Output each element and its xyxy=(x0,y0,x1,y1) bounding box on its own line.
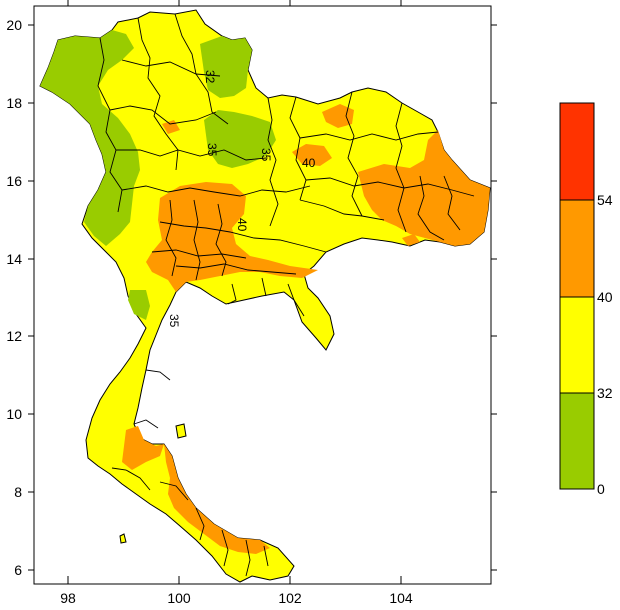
boundary-line xyxy=(261,277,267,297)
boundary-line xyxy=(287,283,305,317)
boundary-line xyxy=(195,507,205,541)
boundary-line xyxy=(175,263,297,275)
boundary-line xyxy=(151,249,247,259)
x-tick-label: 98 xyxy=(60,590,76,606)
boundary-line xyxy=(267,97,279,227)
boundary-line xyxy=(299,199,385,221)
y-tick-label: 14 xyxy=(6,251,22,267)
boundary-line xyxy=(121,59,221,77)
axis-ticks xyxy=(28,0,497,584)
green-region-upper-strip xyxy=(128,290,150,320)
green-region-north-center xyxy=(200,36,252,98)
y-tick-label: 18 xyxy=(6,95,22,111)
y-tick-label: 8 xyxy=(14,484,22,500)
legend-swatch-above-54 xyxy=(559,102,595,201)
boundary-line xyxy=(159,481,189,501)
contour-label: 40 xyxy=(302,156,316,170)
boundary-line xyxy=(245,539,251,577)
contour-label: 40 xyxy=(235,218,249,232)
y-tick-label: 20 xyxy=(6,17,22,33)
boundary-line xyxy=(299,131,439,141)
boundary-line xyxy=(443,175,461,231)
legend-swatch-32-40 xyxy=(559,296,595,394)
legend-label: 40 xyxy=(597,289,613,305)
green-region-upper-north xyxy=(204,110,276,168)
boundary-line xyxy=(97,37,123,213)
land-north xyxy=(39,9,491,583)
x-tick-label: 102 xyxy=(278,590,302,606)
orange-region-northeast xyxy=(358,130,490,246)
orange-region-small-a xyxy=(292,144,332,166)
contour-label: 35 xyxy=(205,143,219,157)
orange-region-small-d xyxy=(402,234,420,246)
boundary-line xyxy=(289,96,307,201)
boundary-line xyxy=(305,177,475,197)
boundary-line xyxy=(263,545,269,567)
boundary-line xyxy=(215,203,227,277)
contour-label: 32 xyxy=(203,70,217,84)
y-axis-labels: 20 18 16 14 12 10 8 6 xyxy=(6,17,22,578)
x-tick-label: 104 xyxy=(389,590,413,606)
orange-region-south-b xyxy=(164,444,270,554)
green-region-northwest xyxy=(40,30,140,246)
boundary-line xyxy=(145,369,171,381)
y-tick-label: 6 xyxy=(14,562,22,578)
orange-region-south-a xyxy=(122,426,164,470)
boundary-line xyxy=(227,283,237,305)
y-tick-label: 12 xyxy=(6,328,22,344)
boundary-line xyxy=(121,185,311,197)
boundary-line xyxy=(116,149,267,161)
province-boundaries xyxy=(97,13,475,577)
contour-label: 35 xyxy=(167,314,181,328)
boundary-line xyxy=(165,199,177,277)
contour-label: 35 xyxy=(259,148,273,162)
contour-labels: 32 35 35 40 40 35 xyxy=(167,70,316,328)
land-area xyxy=(39,9,491,583)
zone-below-32 xyxy=(40,30,276,320)
orange-region-central xyxy=(146,182,318,292)
boundary-line xyxy=(345,91,363,217)
island-2 xyxy=(119,533,127,544)
x-tick-label: 100 xyxy=(167,590,191,606)
boundary-line xyxy=(417,175,445,241)
legend-label: 0 xyxy=(597,481,605,497)
island-1 xyxy=(175,423,187,439)
boundary-line xyxy=(137,17,179,171)
boundary-line xyxy=(221,529,229,567)
legend-label: 32 xyxy=(597,385,613,401)
legend-label: 54 xyxy=(597,192,613,208)
boundary-line xyxy=(133,419,159,429)
legend-swatch-40-54 xyxy=(559,199,595,298)
color-legend: 54 40 32 0 xyxy=(559,102,613,497)
y-tick-label: 16 xyxy=(6,173,22,189)
y-tick-label: 10 xyxy=(6,406,22,422)
boundary-line xyxy=(159,221,327,253)
orange-region-small-b xyxy=(322,104,354,128)
x-axis-labels: 98 100 102 104 xyxy=(60,590,413,606)
zone-40-to-54 xyxy=(122,104,490,554)
boundary-line xyxy=(109,105,217,125)
legend-swatch-below-32 xyxy=(559,392,595,490)
boundary-line xyxy=(395,102,407,233)
boundary-line xyxy=(111,467,151,491)
